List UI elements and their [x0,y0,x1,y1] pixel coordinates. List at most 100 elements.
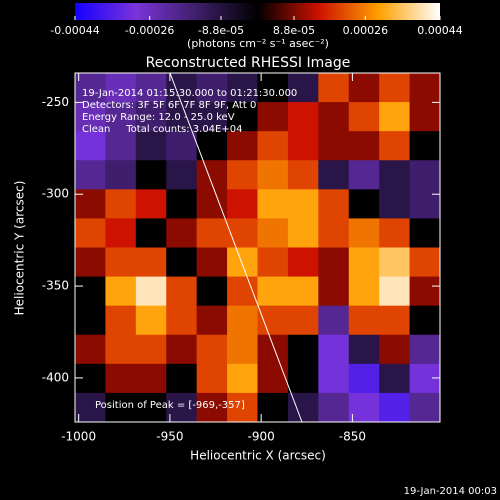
heatmap-cell [105,392,137,422]
heatmap-cell [318,160,350,190]
heatmap-cell [379,160,411,190]
heatmap-cell [348,189,380,219]
heatmap-cell [257,102,289,132]
x-axis-label: Heliocentric X (arcsec) [190,449,326,463]
heatmap-cell [75,247,106,278]
heatmap-cell [196,102,228,132]
heatmap-cell [348,160,380,190]
heatmap-cell [166,160,198,190]
heatmap-cell [409,131,440,161]
annotation: Detectors: 3F 5F 6F 7F 8F 9F, Att 0 [82,100,256,111]
heatmap-cell [379,334,411,365]
heatmap-cell [105,73,137,103]
heatmap-cell [227,160,258,190]
heatmap-cell [105,218,137,248]
heatmap-cell [257,189,289,219]
heatmap-cell [379,131,411,161]
heatmap-cell [105,305,137,336]
heatmap-cell [166,102,198,132]
y-tick-label: -350 [42,279,69,293]
heatmap-cell [257,392,289,422]
heatmap-cell [318,102,350,132]
heatmap-cell [348,363,380,394]
heatmap-cell [105,334,137,365]
heatmap-cell [287,73,319,103]
colorbar-tick-label: 0.00026 [343,24,389,37]
heatmap-cell [166,305,198,336]
heatmap-cell [257,218,289,248]
timestamp: 19-Jan-2014 00:03 [404,486,497,497]
heatmap-cell [135,305,167,336]
x-tick-label: -950 [156,430,183,444]
heatmap-cell [166,218,198,248]
colorbar-tick-label: -0.00026 [125,24,174,37]
colorbar-label: (photons cm⁻² s⁻¹ asec⁻²) [187,37,329,50]
heatmap-cell [409,160,440,190]
colorbar-tick-label: 8.8e-05 [273,24,315,37]
annotation: 19-Jan-2014 01:15:30.000 to 01:21:30.000 [82,88,297,99]
plot-frame [74,72,441,423]
colorbar-tick-label: 0.00044 [417,24,463,37]
y-tick-label: -250 [42,95,69,109]
heatmap-cell [409,247,440,278]
heatmap-cell [227,305,258,336]
heatmap-cell [75,131,106,161]
heatmap-cell [348,392,380,422]
heatmap-cell [105,247,137,278]
heatmap-cell [75,276,106,307]
heatmap-cell [379,247,411,278]
heatmap-cell [227,392,258,422]
heatmap-cell [348,334,380,365]
limb-line [169,72,303,423]
heatmap-cell [135,73,167,103]
heatmap-cell [135,363,167,394]
heatmap-cell [196,334,228,365]
heatmap-cell [318,131,350,161]
heatmap-cell [348,73,380,103]
heatmap-cell [227,131,258,161]
heatmap-cell [135,218,167,248]
heatmap-cell [75,334,106,365]
heatmap-cell [75,305,106,336]
heatmap-cell [348,102,380,132]
heatmap-cell [379,189,411,219]
heatmap-cell [166,363,198,394]
heatmap-cell [105,131,137,161]
heatmap-cell [227,334,258,365]
peak-annotation: Position of Peak = [-969,-357] [95,400,245,411]
heatmap-cell [257,276,289,307]
heatmap-cell [135,247,167,278]
heatmap-cell [409,102,440,132]
heatmap-cell [166,247,198,278]
colorbar-tick-label: -8.8e-05 [198,24,244,37]
heatmap-cell [287,131,319,161]
x-tick-label: -900 [248,430,275,444]
heatmap-cell [348,131,380,161]
heatmap-cell [196,305,228,336]
heatmap-cell [287,305,319,336]
heatmap-cell [318,218,350,248]
y-tick-label: -300 [42,187,69,201]
colorbar [75,3,440,20]
heatmap-cell [196,73,228,103]
heatmap-cell [227,276,258,307]
heatmap-cell [318,363,350,394]
heatmap-cell [135,102,167,132]
heatmap-cell [166,131,198,161]
heatmap-cell [257,305,289,336]
heatmap-cell [227,73,258,103]
heatmap-cell [318,392,350,422]
x-tick-label: -1000 [61,430,96,444]
heatmap-cell [348,276,380,307]
heatmap-cell [166,189,198,219]
heatmap-cell [257,160,289,190]
heatmap-cell [196,276,228,307]
heatmap-cell [166,392,198,422]
heatmap-cell [409,276,440,307]
heatmap-cell [227,363,258,394]
heatmap-cell [227,247,258,278]
heatmap-cell [287,102,319,132]
heatmap-cell [379,102,411,132]
heatmap-cell [287,189,319,219]
heatmap-cell [287,334,319,365]
